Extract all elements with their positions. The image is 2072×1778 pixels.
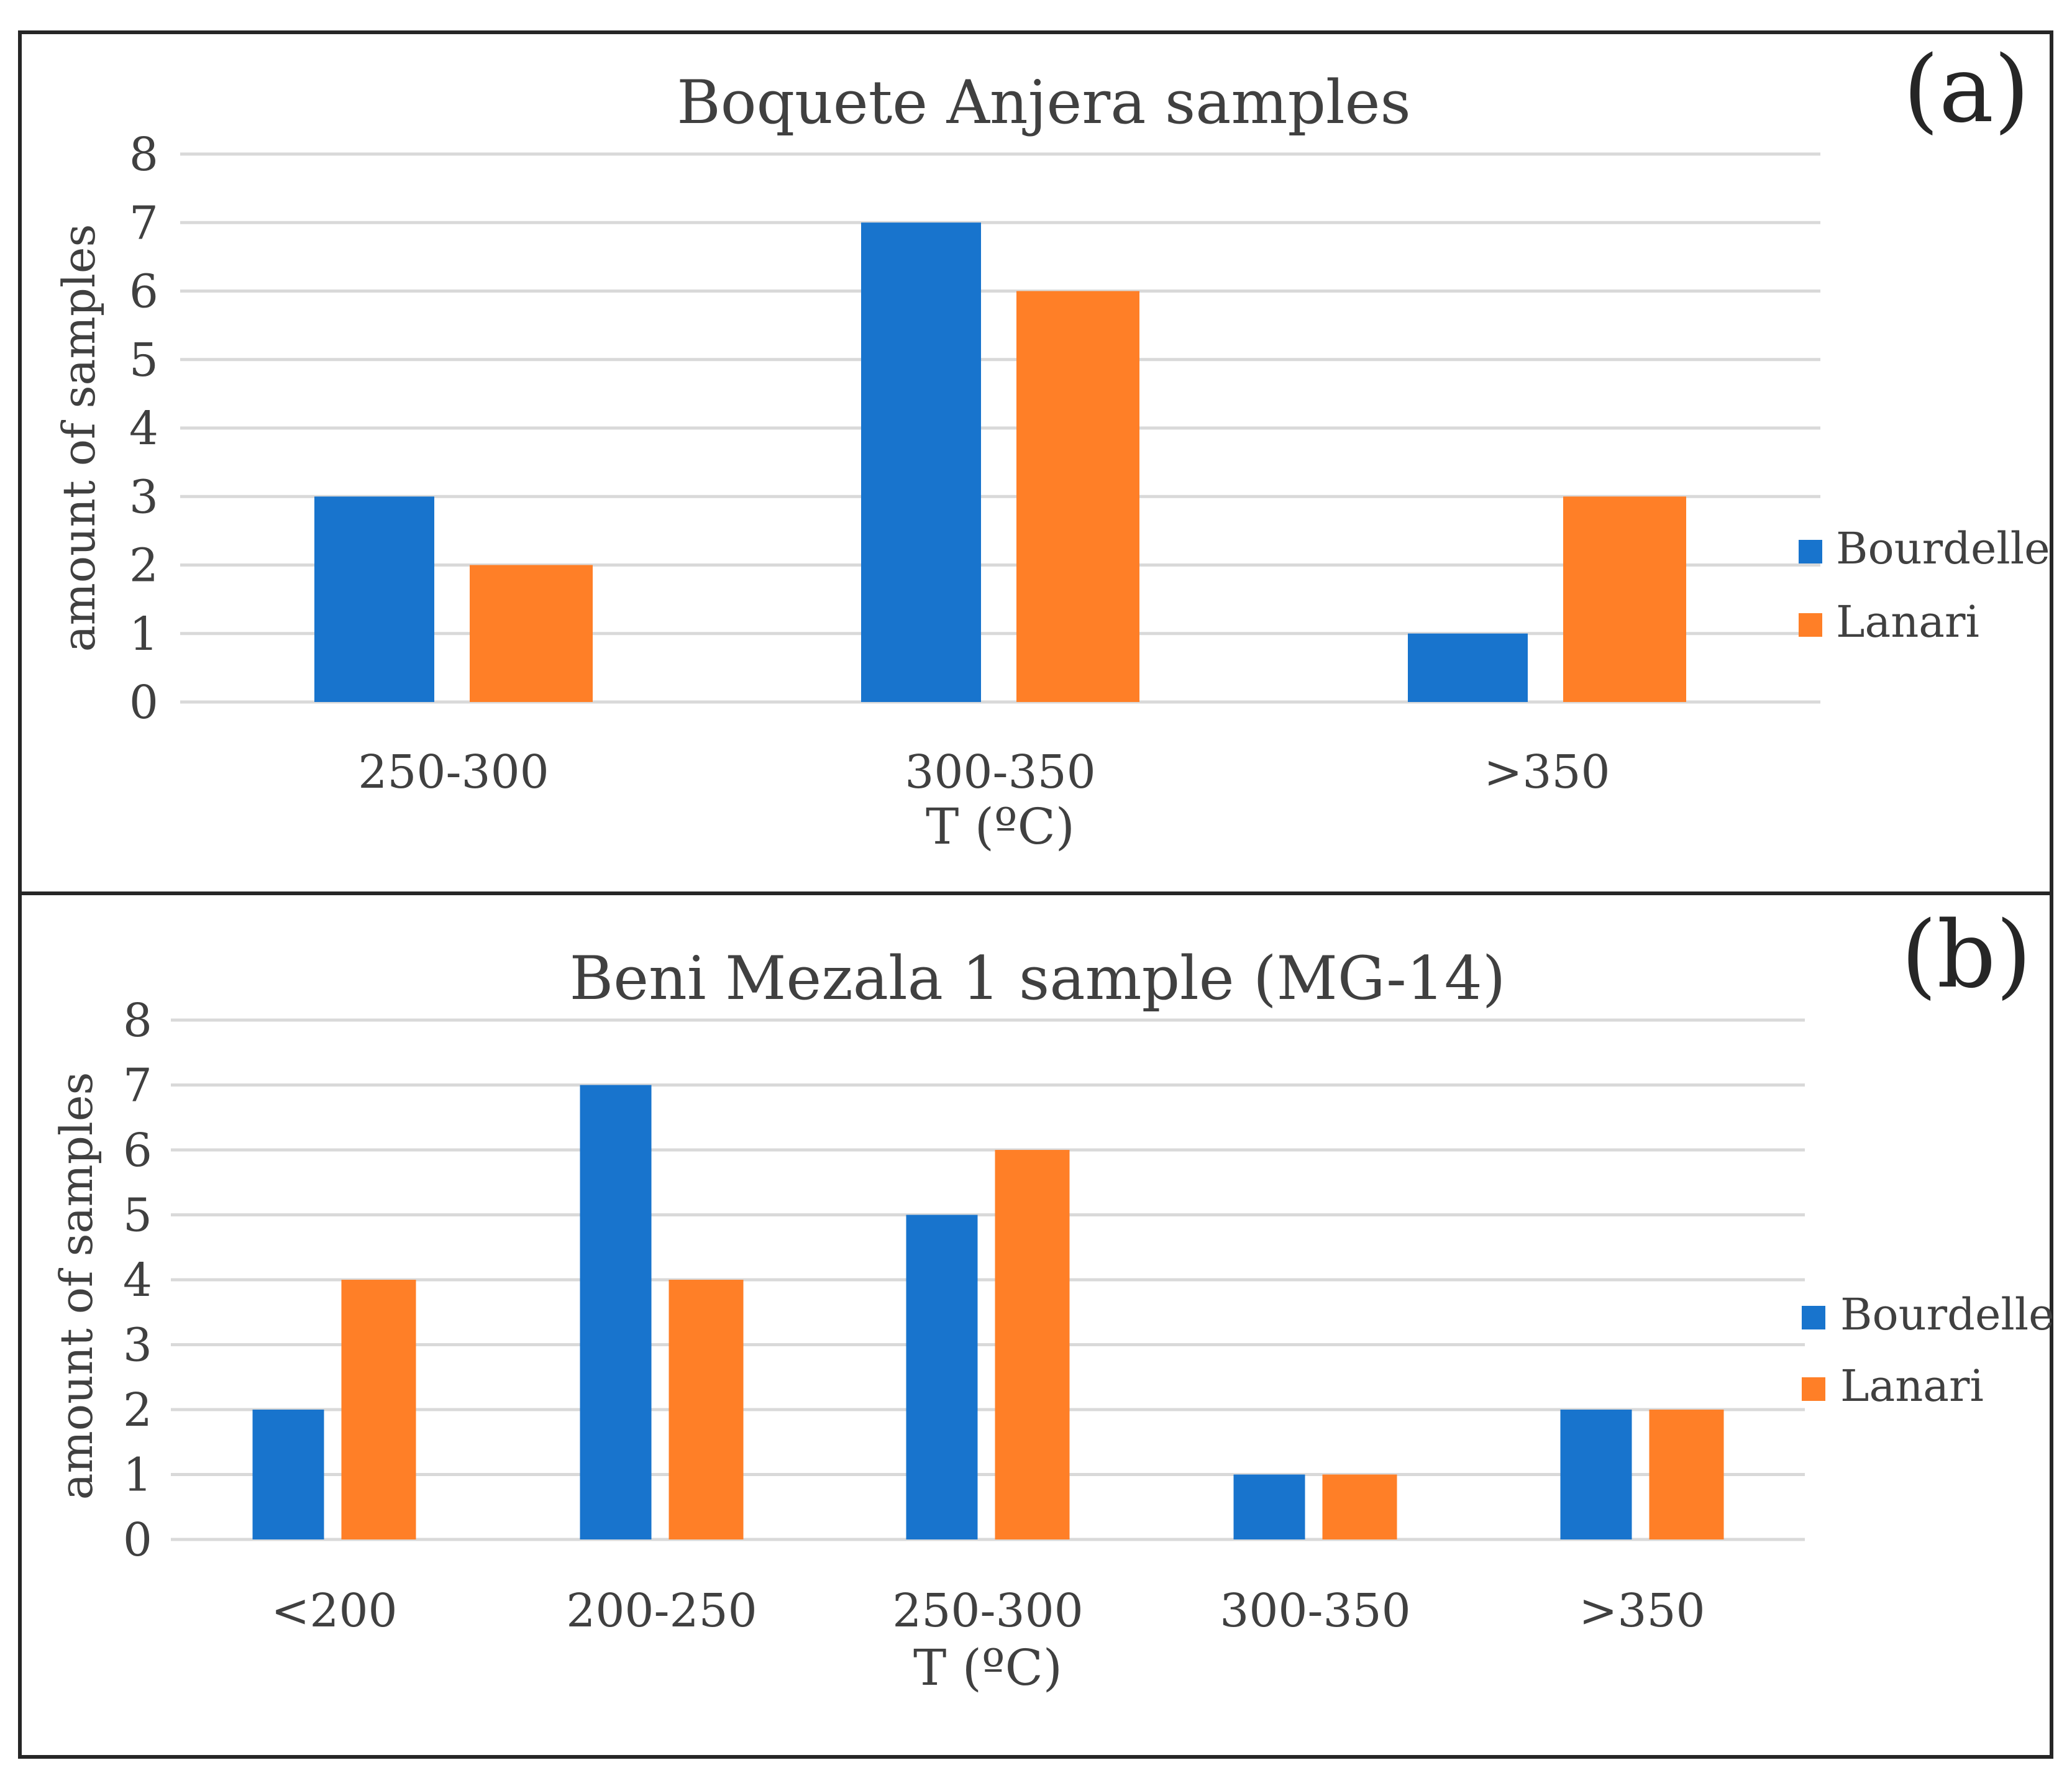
legend-label-b-bourdelle: Bourdelle — [1840, 1289, 2055, 1340]
y-tick-a-3: 3 — [129, 470, 158, 524]
y-tick-a-8: 8 — [129, 128, 158, 181]
bar-a-bourdelle-1 — [861, 222, 981, 702]
legend-label-a-lanari: Lanari — [1836, 596, 1979, 647]
bar-b-bourdelle-3 — [1233, 1474, 1305, 1539]
bar-b-lanari-3 — [1322, 1474, 1397, 1539]
panel-a-xlabel: T (ºC) — [926, 798, 1075, 855]
bar-b-lanari-1 — [669, 1280, 744, 1539]
x-tick-a-0: 250-300 — [358, 745, 549, 799]
panel-b-title: Beni Mezala 1 sample (MG-14) — [570, 944, 1506, 1013]
bar-a-bourdelle-2 — [1408, 633, 1528, 702]
bar-a-lanari-1 — [1016, 291, 1139, 702]
bar-b-bourdelle-1 — [580, 1085, 652, 1539]
bar-b-bourdelle-2 — [906, 1215, 978, 1539]
y-tick-b-2: 2 — [123, 1384, 152, 1437]
y-tick-a-1: 1 — [129, 608, 158, 661]
y-tick-b-3: 3 — [123, 1319, 152, 1372]
bar-a-bourdelle-0 — [314, 496, 434, 702]
y-tick-a-2: 2 — [129, 539, 158, 593]
x-tick-b-3: 300-350 — [1220, 1584, 1411, 1638]
bar-b-lanari-4 — [1649, 1410, 1724, 1539]
panel-a-title: Boquete Anjera samples — [677, 68, 1410, 137]
panel-b-xlabel: T (ºC) — [913, 1639, 1062, 1697]
legend-swatch-a-bourdelle — [1799, 540, 1822, 563]
x-tick-a-1: 300-350 — [905, 745, 1096, 799]
y-tick-b-6: 6 — [123, 1124, 152, 1177]
y-tick-a-7: 7 — [129, 196, 158, 250]
x-tick-b-1: 200-250 — [566, 1584, 757, 1638]
x-tick-b-4: >350 — [1579, 1584, 1705, 1638]
y-tick-a-5: 5 — [129, 334, 158, 387]
panel-a-label: (a) — [1903, 36, 2030, 143]
y-tick-b-1: 1 — [123, 1449, 152, 1502]
panel-b: Beni Mezala 1 sample (MG-14) (b) amount … — [50, 901, 2055, 1697]
y-tick-a-4: 4 — [129, 402, 158, 455]
legend-swatch-b-bourdelle — [1802, 1306, 1825, 1329]
legend-swatch-a-lanari — [1799, 613, 1822, 637]
y-tick-b-7: 7 — [123, 1059, 152, 1113]
y-tick-a-0: 0 — [129, 676, 158, 729]
legend-swatch-b-lanari — [1802, 1377, 1825, 1401]
bar-a-lanari-0 — [470, 565, 593, 702]
y-tick-a-6: 6 — [129, 265, 158, 319]
x-tick-a-2: >350 — [1484, 745, 1610, 799]
y-tick-b-8: 8 — [123, 994, 152, 1047]
bar-b-lanari-0 — [341, 1280, 416, 1539]
panel-b-plot: 0 1 2 3 4 5 6 7 8 <200 200-250 250-300 300-350 >350 Bo… — [123, 994, 2055, 1638]
panel-a-ylabel: amount of samples — [53, 224, 105, 652]
panel-b-label: (b) — [1901, 901, 2032, 1008]
panel-a-plot: 0 1 2 3 4 5 6 7 8 250-300 300-350 >350 Bourdelle Lana… — [129, 128, 2050, 799]
bar-b-bourdelle-4 — [1560, 1410, 1632, 1539]
y-tick-b-0: 0 — [123, 1513, 152, 1567]
panel-a: Boquete Anjera samples (a) amount of sam… — [53, 36, 2050, 855]
y-tick-b-4: 4 — [123, 1254, 152, 1307]
legend-label-b-lanari: Lanari — [1840, 1361, 1984, 1411]
y-tick-b-5: 5 — [123, 1189, 152, 1242]
x-tick-b-0: <200 — [271, 1584, 397, 1638]
bar-b-lanari-2 — [995, 1150, 1070, 1539]
bar-a-lanari-2 — [1563, 496, 1686, 702]
panel-b-ylabel: amount of samples — [50, 1072, 103, 1500]
bar-b-bourdelle-0 — [252, 1410, 324, 1539]
panel-b-frame — [18, 891, 2053, 1759]
legend-label-a-bourdelle: Bourdelle — [1836, 523, 2050, 574]
x-tick-b-2: 250-300 — [892, 1584, 1084, 1638]
